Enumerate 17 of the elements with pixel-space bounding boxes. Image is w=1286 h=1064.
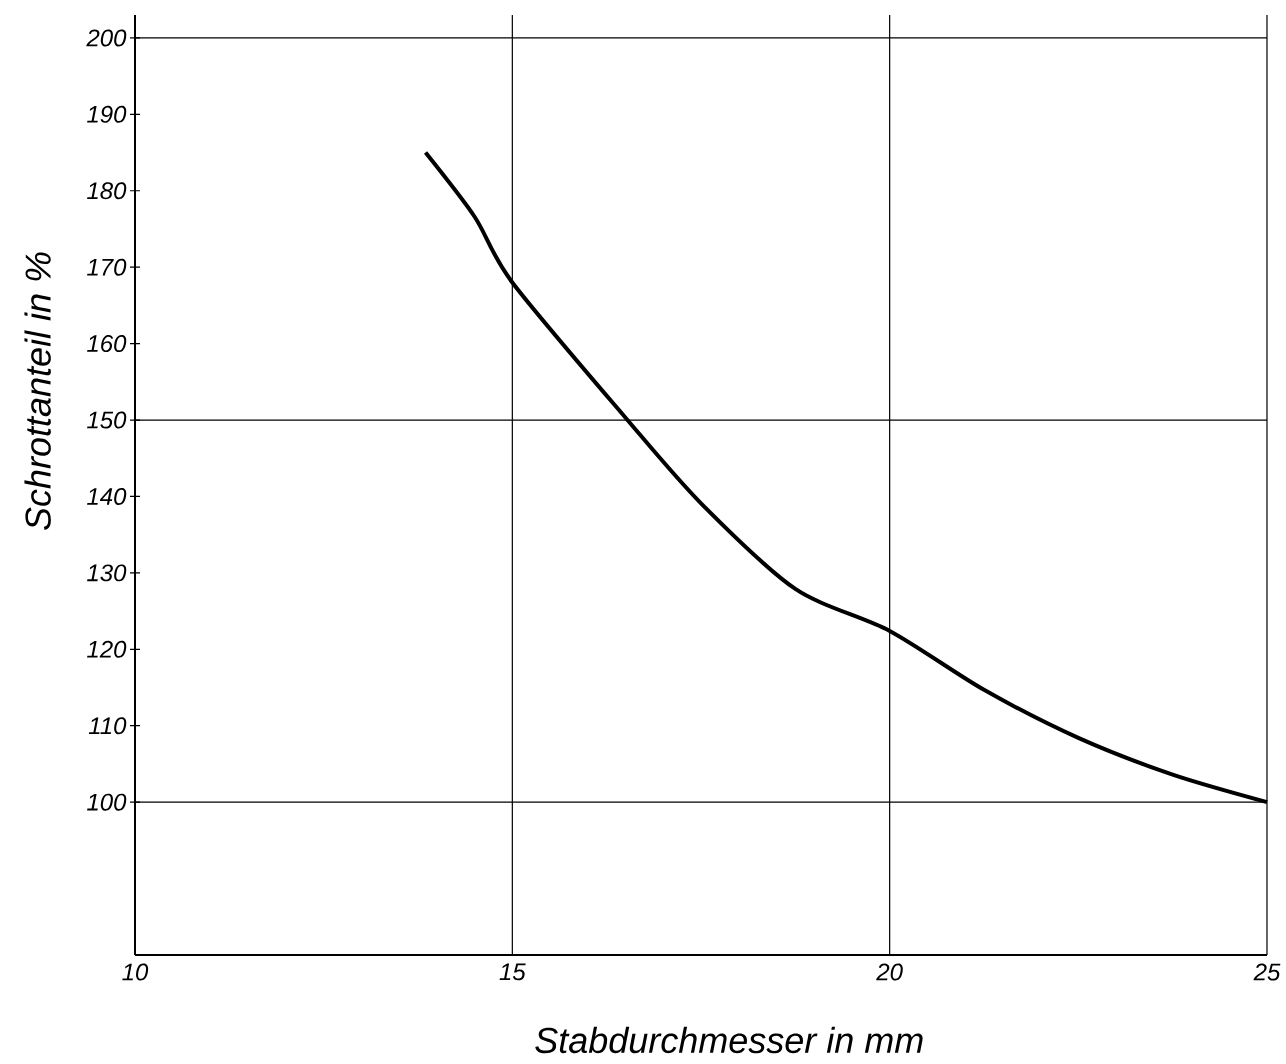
x-axis-title: Stabdurchmesser in mm [535,1026,923,1054]
y-tick-label: 190 [87,105,127,123]
y-tick-label: 160 [87,335,127,353]
y-axis-title: Schrottanteil in % [24,252,51,531]
y-tick-label: 110 [88,717,127,735]
y-tick-label: 170 [87,258,127,276]
y-tick-label: 150 [87,411,127,429]
x-tick-label: 15 [499,963,526,981]
y-tick-label: 120 [87,640,127,658]
x-tick-label: 10 [122,963,149,981]
y-tick-label: 140 [87,487,127,505]
y-tick-label: 100 [87,793,127,811]
x-tick-label: 20 [876,963,903,981]
y-tick-label: 180 [87,182,127,200]
y-tick-label: 130 [87,564,127,582]
y-tick-label: 200 [86,29,127,47]
x-tick-label: 25 [1253,963,1281,981]
